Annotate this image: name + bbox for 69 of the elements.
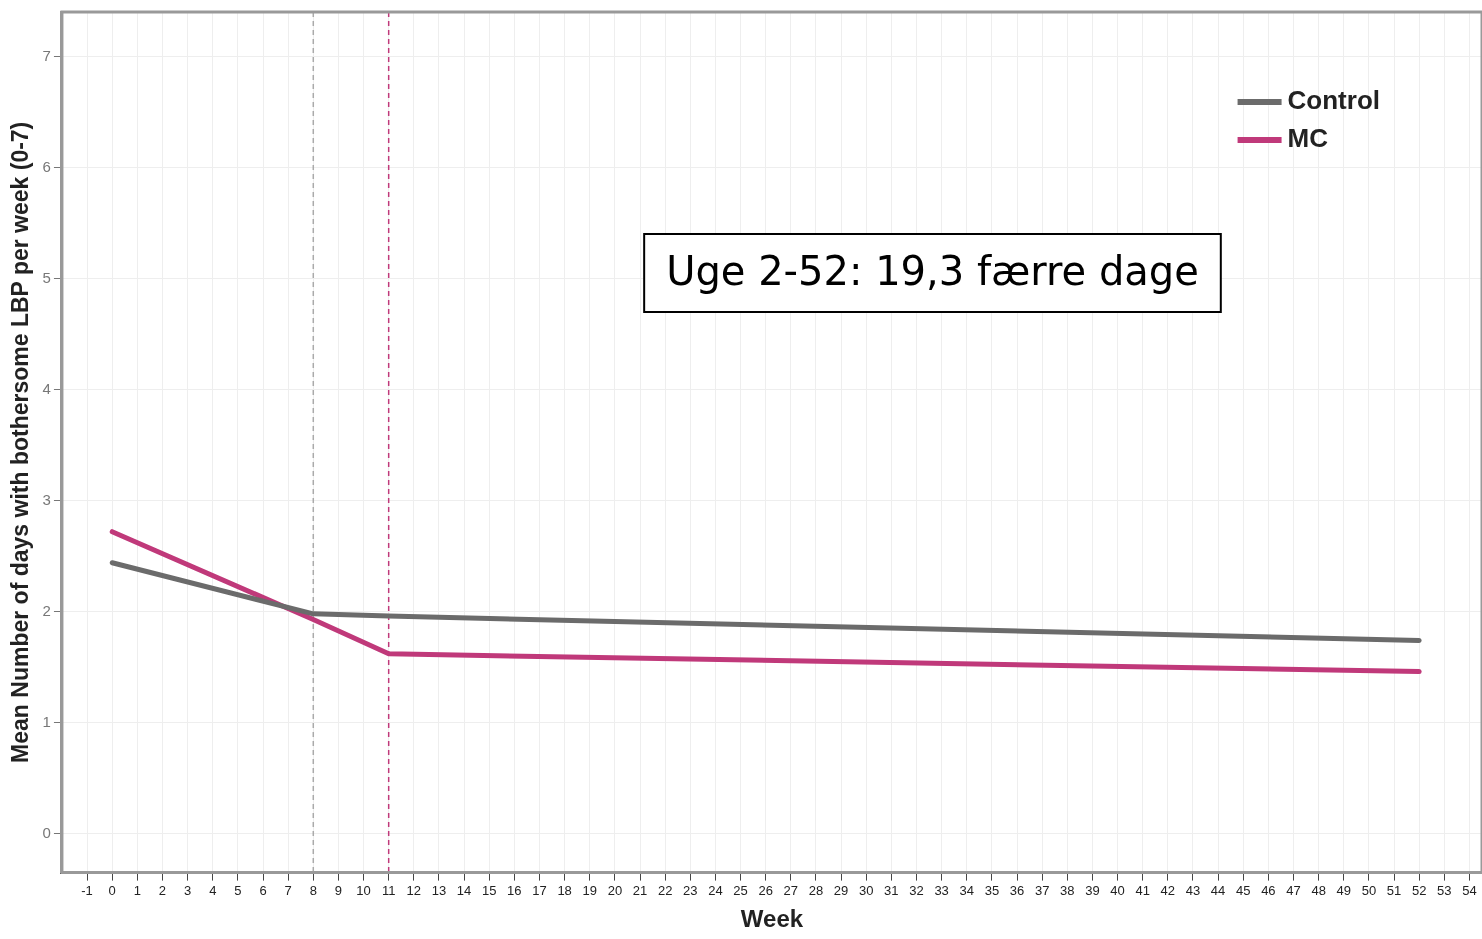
x-tick-label: 17 xyxy=(532,882,547,898)
x-tick-label: 52 xyxy=(1411,882,1427,898)
x-tick-label: 46 xyxy=(1261,882,1276,898)
x-tick-label: 54 xyxy=(1462,882,1477,898)
x-tick-label: 28 xyxy=(808,882,824,898)
x-tick-label: 20 xyxy=(607,882,623,898)
x-tick-label: 48 xyxy=(1311,882,1326,898)
x-tick-label: 10 xyxy=(356,882,371,898)
x-tick-label: 0 xyxy=(108,882,116,898)
x-tick-label: 2 xyxy=(158,882,167,898)
x-axis-title: Week xyxy=(740,905,804,933)
x-tick-label: 6 xyxy=(259,882,267,898)
x-tick-label: 44 xyxy=(1210,882,1226,898)
x-tick-label: 18 xyxy=(557,882,572,898)
x-tick-label: 24 xyxy=(708,882,723,898)
y-tick-label: 2 xyxy=(42,601,51,619)
y-tick-label: 4 xyxy=(42,379,51,397)
x-tick-label: 43 xyxy=(1185,882,1201,898)
y-tick-label: 0 xyxy=(42,823,51,841)
x-tick-label: 3 xyxy=(183,882,192,898)
x-tick-label: 16 xyxy=(507,882,522,898)
x-tick-label: 38 xyxy=(1060,882,1075,898)
x-tick-label: 37 xyxy=(1034,882,1050,898)
x-tick-label: 34 xyxy=(959,882,974,898)
x-tick-label: 21 xyxy=(632,882,648,898)
x-tick-label: 14 xyxy=(456,882,472,898)
x-tick-label: 29 xyxy=(833,882,849,898)
x-tick-label: 5 xyxy=(234,882,242,898)
x-tick-label: 19 xyxy=(582,882,597,898)
x-tick-label: 53 xyxy=(1437,882,1452,898)
y-tick-label: 7 xyxy=(42,46,51,64)
x-tick-label: 12 xyxy=(406,882,422,898)
x-tick-label: 26 xyxy=(758,882,773,898)
x-tick-label: 33 xyxy=(934,882,949,898)
y-tick-label: 6 xyxy=(42,157,51,175)
x-tick-label: 13 xyxy=(431,882,447,898)
y-axis-title: Mean Number of days with bothersome LBP per week (0-7) xyxy=(7,121,34,763)
x-tick-label: 23 xyxy=(683,882,698,898)
annotation: Uge 2-52: 19,3 færre dage xyxy=(666,248,1199,295)
x-tick-label: 8 xyxy=(309,882,317,898)
x-tick-label: 47 xyxy=(1286,882,1301,898)
x-tick-label: 32 xyxy=(909,882,924,898)
x-tick-label: 15 xyxy=(481,882,497,898)
x-tick-label: 39 xyxy=(1085,882,1100,898)
x-tick-label: 42 xyxy=(1160,882,1176,898)
x-tick-label: 40 xyxy=(1110,882,1125,898)
legend-label: MC xyxy=(1287,123,1329,154)
x-tick-label: 22 xyxy=(657,882,673,898)
x-tick-label: 4 xyxy=(209,882,217,898)
x-tick-label: 25 xyxy=(733,882,748,898)
x-tick-label: 45 xyxy=(1235,882,1251,898)
y-tick-label: 3 xyxy=(42,490,51,508)
x-tick-label: 51 xyxy=(1386,882,1402,898)
y-tick-label: 1 xyxy=(42,712,51,730)
legend-label: Control xyxy=(1287,85,1380,116)
x-tick-label: -1 xyxy=(81,882,93,898)
x-tick-label: 11 xyxy=(381,882,396,898)
y-tick-label: 5 xyxy=(42,268,51,286)
x-tick-label: 1 xyxy=(133,882,141,898)
x-tick-label: 49 xyxy=(1336,882,1351,898)
x-tick-label: 7 xyxy=(284,882,292,898)
x-tick-label: 35 xyxy=(984,882,1000,898)
x-tick-label: 50 xyxy=(1361,882,1377,898)
x-tick-label: 27 xyxy=(783,882,799,898)
x-tick-label: 9 xyxy=(334,882,343,898)
x-tick-label: 36 xyxy=(1009,882,1025,898)
x-tick-label: 31 xyxy=(884,882,899,898)
x-tick-label: 41 xyxy=(1135,882,1150,898)
x-tick-label: 30 xyxy=(858,882,874,898)
